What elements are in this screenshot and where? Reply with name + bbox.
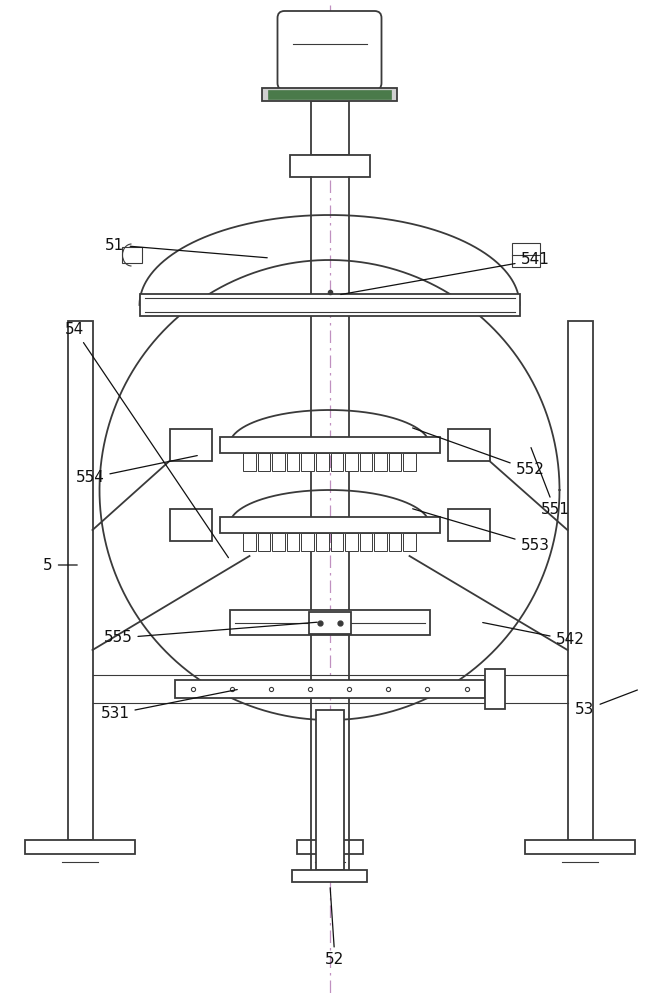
Bar — [258, 453, 270, 471]
Bar — [169, 509, 212, 541]
Bar — [297, 840, 362, 854]
Bar — [287, 453, 299, 471]
Bar — [331, 453, 343, 471]
Text: 54: 54 — [65, 322, 229, 558]
Bar — [229, 610, 430, 635]
Bar — [511, 243, 540, 267]
Bar — [292, 870, 367, 882]
Bar — [243, 453, 256, 471]
Bar — [447, 429, 490, 461]
Bar — [308, 611, 351, 634]
Bar — [525, 840, 635, 854]
Bar — [268, 90, 391, 99]
Bar — [272, 453, 285, 471]
FancyBboxPatch shape — [277, 11, 382, 90]
Text: 552: 552 — [413, 428, 544, 478]
Text: 531: 531 — [101, 690, 237, 722]
Bar — [243, 533, 256, 551]
Bar — [289, 155, 370, 177]
Text: 542: 542 — [483, 623, 585, 648]
Bar — [67, 321, 92, 840]
Bar — [389, 453, 401, 471]
Bar — [345, 453, 358, 471]
Bar — [301, 453, 314, 471]
Bar — [345, 533, 358, 551]
Bar — [140, 294, 519, 316]
Text: 52: 52 — [326, 888, 345, 968]
Bar — [331, 533, 343, 551]
Bar — [447, 509, 490, 541]
Text: 554: 554 — [76, 456, 197, 486]
Bar — [374, 533, 387, 551]
Bar — [169, 429, 212, 461]
Bar — [310, 101, 349, 155]
Bar — [567, 321, 592, 840]
Bar — [25, 840, 135, 854]
Text: 555: 555 — [103, 622, 317, 646]
Bar — [484, 669, 505, 709]
Bar — [219, 437, 440, 453]
Bar — [374, 453, 387, 471]
Bar — [272, 533, 285, 551]
Text: 541: 541 — [341, 252, 550, 295]
Bar — [219, 517, 440, 533]
Bar — [316, 710, 343, 870]
Bar — [316, 453, 328, 471]
Bar — [258, 533, 270, 551]
Bar — [121, 247, 142, 263]
Bar — [316, 533, 328, 551]
Bar — [301, 533, 314, 551]
Bar — [389, 533, 401, 551]
Text: 5: 5 — [43, 558, 77, 572]
Bar — [403, 453, 416, 471]
Text: 51: 51 — [105, 237, 268, 258]
Bar — [360, 533, 372, 551]
Bar — [262, 88, 397, 101]
Bar — [287, 533, 299, 551]
Text: 553: 553 — [413, 509, 550, 552]
Bar — [175, 680, 484, 698]
Text: 551: 551 — [531, 448, 569, 518]
Text: 53: 53 — [575, 690, 637, 718]
Bar — [403, 533, 416, 551]
Bar — [360, 453, 372, 471]
